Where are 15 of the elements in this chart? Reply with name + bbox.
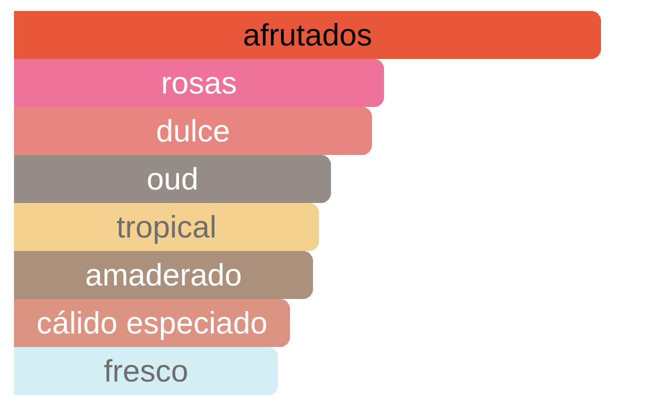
bar: [14, 155, 331, 203]
y-tick-label: tropical: [116, 210, 216, 244]
bar: [14, 107, 372, 155]
bar: [14, 251, 313, 299]
bar: [14, 59, 384, 107]
y-tick-label: amaderado: [85, 258, 242, 292]
y-tick-label: afrutados: [242, 18, 372, 52]
y-tick-label: oud: [146, 162, 198, 196]
y-tick-label: fresco: [104, 354, 188, 388]
y-tick-label: cálido especiado: [36, 306, 268, 340]
bar: [14, 11, 601, 59]
bar: [14, 347, 278, 395]
bar: [14, 203, 319, 251]
y-tick-label: dulce: [156, 114, 230, 148]
y-tick-label: rosas: [161, 66, 237, 100]
